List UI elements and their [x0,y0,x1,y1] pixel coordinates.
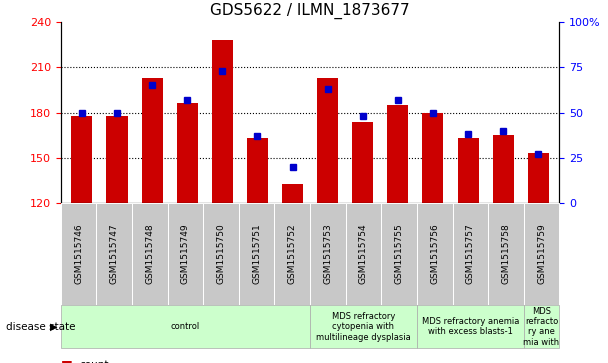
Bar [247,138,268,203]
Bar [492,135,514,203]
Bar [106,115,128,203]
Bar [387,105,409,203]
Text: GSM1515757: GSM1515757 [466,224,475,285]
Text: disease state: disease state [6,322,75,332]
Text: GSM1515752: GSM1515752 [288,224,297,285]
Text: ▶: ▶ [50,322,58,332]
Text: MDS refractory
cytopenia with
multilineage dysplasia: MDS refractory cytopenia with multilinea… [316,312,411,342]
Text: GSM1515758: GSM1515758 [502,224,511,285]
Text: GSM1515759: GSM1515759 [537,224,546,285]
Text: count: count [79,360,109,363]
Bar [71,115,92,203]
Text: ■: ■ [61,358,72,363]
Text: GSM1515749: GSM1515749 [181,224,190,285]
Text: GSM1515751: GSM1515751 [252,224,261,285]
Text: GSM1515755: GSM1515755 [395,224,404,285]
Bar [352,122,373,203]
Bar [317,78,338,203]
Title: GDS5622 / ILMN_1873677: GDS5622 / ILMN_1873677 [210,3,410,19]
Text: MDS refractory anemia
with excess blasts-1: MDS refractory anemia with excess blasts… [421,317,519,337]
Text: GSM1515748: GSM1515748 [145,224,154,285]
Text: control: control [171,322,200,331]
Bar [177,103,198,203]
Text: GSM1515746: GSM1515746 [74,224,83,285]
Bar [458,138,478,203]
Text: MDS
refracto
ry ane
mia with: MDS refracto ry ane mia with [523,307,559,347]
Text: GSM1515747: GSM1515747 [109,224,119,285]
Text: GSM1515753: GSM1515753 [323,224,333,285]
Text: GSM1515756: GSM1515756 [430,224,439,285]
Bar [528,153,549,203]
Bar [212,40,233,203]
Text: GSM1515750: GSM1515750 [216,224,226,285]
Text: GSM1515754: GSM1515754 [359,224,368,285]
Bar [282,184,303,203]
Bar [423,113,443,203]
Bar [142,78,162,203]
